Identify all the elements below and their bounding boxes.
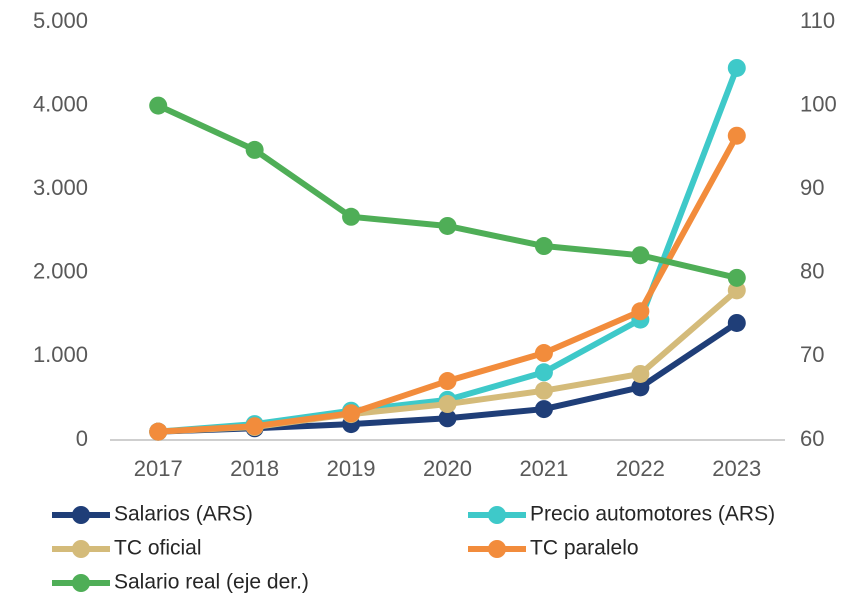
x-tick-label: 2021 <box>519 456 568 481</box>
point <box>534 344 553 363</box>
point <box>727 313 746 332</box>
y-tick-label: 1.000 <box>33 342 88 367</box>
y-tick-label: 4.000 <box>33 91 88 116</box>
point <box>727 281 746 300</box>
point <box>438 409 457 428</box>
y-tick-label: 0 <box>76 426 88 451</box>
legend-label: TC paralelo <box>530 537 639 560</box>
point <box>245 417 264 436</box>
legend-label: Salarios (ARS) <box>114 503 253 526</box>
point <box>534 400 553 419</box>
legend-label: Precio automotores (ARS) <box>530 503 775 526</box>
legend-marker <box>488 540 506 558</box>
point <box>534 237 553 256</box>
point <box>631 378 650 397</box>
point <box>342 207 361 226</box>
point <box>631 364 650 383</box>
y2-tick-label: 80 <box>800 259 824 284</box>
legend-marker <box>72 574 90 592</box>
point <box>727 126 746 145</box>
legend-marker <box>72 506 90 524</box>
point <box>534 363 553 382</box>
point <box>438 372 457 391</box>
x-tick-label: 2020 <box>423 456 472 481</box>
point <box>149 96 168 115</box>
y2-tick-label: 110 <box>800 8 835 33</box>
point <box>149 422 168 441</box>
x-tick-label: 2023 <box>712 456 761 481</box>
x-tick-label: 2017 <box>134 456 183 481</box>
series-line <box>156 102 738 281</box>
legend-label: TC oficial <box>114 537 202 560</box>
point <box>631 302 650 321</box>
y-tick-label: 2.000 <box>33 259 88 284</box>
y-tick-label: 5.000 <box>33 8 88 33</box>
x-tick-label: 2022 <box>616 456 665 481</box>
point <box>245 140 264 159</box>
x-tick-label: 2019 <box>327 456 376 481</box>
point <box>534 381 553 400</box>
y2-tick-label: 60 <box>800 426 824 451</box>
x-tick-label: 2018 <box>230 456 279 481</box>
point <box>438 216 457 235</box>
legend-marker <box>488 506 506 524</box>
point <box>727 58 746 77</box>
point <box>727 268 746 287</box>
y2-tick-label: 90 <box>800 175 824 200</box>
y2-tick-label: 70 <box>800 342 824 367</box>
point <box>631 246 650 265</box>
point <box>342 404 361 423</box>
y-tick-label: 3.000 <box>33 175 88 200</box>
legend-label: Salario real (eje der.) <box>114 571 309 594</box>
y2-tick-label: 100 <box>800 91 837 116</box>
point <box>438 395 457 414</box>
legend-marker <box>72 540 90 558</box>
